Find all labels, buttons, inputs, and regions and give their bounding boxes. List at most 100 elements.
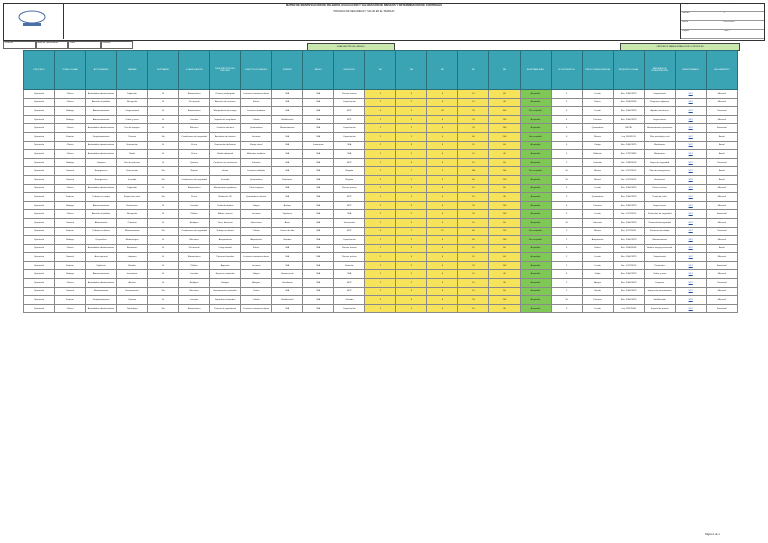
table-cell[interactable]: Operación bbox=[22, 303, 56, 314]
table-cell[interactable]: Mediciones bbox=[643, 140, 676, 151]
table-cell[interactable]: 3 bbox=[395, 140, 428, 151]
table-cell[interactable]: Locativo bbox=[178, 295, 211, 305]
table-cell[interactable]: 2 bbox=[364, 217, 397, 228]
table-cell[interactable]: Capacitación bbox=[643, 89, 676, 99]
table-cell[interactable]: Recepción bbox=[116, 209, 149, 219]
table-cell[interactable]: Molestia bbox=[581, 149, 614, 159]
table-cell[interactable]: Programa vigilancia bbox=[643, 97, 676, 108]
table-cell[interactable]: Sí bbox=[147, 235, 180, 245]
table-cell[interactable]: 4 bbox=[426, 278, 459, 288]
table-cell[interactable]: N/A bbox=[271, 149, 304, 159]
table-cell[interactable]: Exposición solar bbox=[116, 192, 149, 202]
table-cell[interactable]: Operación bbox=[22, 243, 56, 254]
table-cell[interactable]: N/A bbox=[271, 131, 304, 142]
table-cell[interactable]: N/A bbox=[271, 140, 304, 151]
table-cell[interactable]: Herramientas bbox=[116, 286, 149, 297]
table-cell[interactable]: Actividades administrativas bbox=[85, 303, 118, 314]
table-cell[interactable]: 10 bbox=[550, 166, 583, 176]
table-cell[interactable]: Atrapamiento bbox=[209, 235, 242, 245]
table-cell[interactable]: Sí bbox=[147, 209, 180, 219]
table-cell[interactable]: Lesión bbox=[581, 209, 614, 219]
table-cell[interactable]: Oficina bbox=[54, 243, 87, 254]
table-cell[interactable]: Uso de equipos bbox=[116, 123, 149, 133]
table-cell[interactable]: Biomecánico bbox=[178, 183, 211, 194]
table-cell[interactable]: SST bbox=[674, 89, 707, 99]
table-cell[interactable]: Operación bbox=[22, 295, 56, 305]
table-cell[interactable]: Fractura bbox=[581, 295, 614, 305]
table-cell[interactable]: 2 bbox=[364, 183, 397, 194]
table-cell[interactable]: Aceptable bbox=[519, 252, 552, 262]
table-cell[interactable]: Aceptable bbox=[519, 157, 552, 168]
table-cell[interactable]: 60 bbox=[457, 235, 490, 245]
table-cell[interactable]: 100 bbox=[457, 166, 490, 176]
table-cell[interactable]: Mantenimiento preventivo bbox=[643, 123, 676, 133]
table-cell[interactable]: N/A bbox=[302, 131, 335, 142]
table-cell[interactable]: Vigilancia bbox=[85, 260, 118, 271]
table-cell[interactable]: 4 bbox=[550, 106, 583, 116]
table-cell[interactable]: 2 bbox=[364, 243, 397, 254]
table-cell[interactable]: 100 bbox=[488, 123, 521, 133]
table-cell[interactable]: Extintores bbox=[271, 174, 304, 185]
table-cell[interactable]: Estrés bbox=[581, 97, 614, 108]
table-cell[interactable]: Señalización bbox=[271, 114, 304, 125]
table-cell[interactable]: Irritación bbox=[240, 157, 273, 168]
table-cell[interactable]: Aceptable bbox=[519, 243, 552, 254]
table-cell[interactable]: 2 bbox=[364, 114, 397, 125]
table-cell[interactable]: Oficina bbox=[54, 183, 87, 194]
table-cell[interactable]: Estanterías bbox=[116, 200, 149, 211]
table-cell[interactable]: 2 bbox=[550, 260, 583, 271]
table-cell[interactable]: SST bbox=[674, 286, 707, 297]
table-cell[interactable]: Virus, bacterias bbox=[209, 217, 242, 228]
table-row[interactable]: Operación Bodega Limpieza Uso de químicos Sí… bbox=[22, 157, 739, 168]
table-cell[interactable]: 60 bbox=[488, 286, 521, 297]
table-cell[interactable]: Lesiones osteomusculares bbox=[240, 252, 273, 262]
table-cell[interactable]: Demarcación bbox=[271, 269, 304, 280]
table-cell[interactable]: Sí bbox=[147, 278, 180, 288]
table-cell[interactable]: 3 bbox=[395, 243, 428, 254]
table-cell[interactable]: Químico bbox=[178, 157, 211, 168]
column-header[interactable]: ACEPTABILIDAD bbox=[519, 50, 552, 90]
table-cell[interactable]: Digitación bbox=[116, 183, 149, 194]
table-cell[interactable]: Uso de químicos bbox=[116, 157, 149, 168]
table-cell[interactable]: Locativo bbox=[178, 269, 211, 280]
table-cell[interactable]: N/A bbox=[333, 209, 366, 219]
table-cell[interactable]: Puesto no ergonómico bbox=[209, 303, 242, 314]
table-cell[interactable]: Batería riesgo psicosocial bbox=[643, 243, 676, 254]
table-cell[interactable]: 2 bbox=[364, 157, 397, 168]
table-cell[interactable]: Res. 2400/1979 bbox=[612, 192, 645, 202]
table-cell[interactable]: Simulacros bbox=[643, 174, 676, 185]
table-cell[interactable]: N/A bbox=[302, 235, 335, 245]
table-cell[interactable]: Biomecánico bbox=[178, 89, 211, 99]
table-cell[interactable]: Actividades administrativas bbox=[85, 140, 118, 151]
table-cell[interactable]: Operación bbox=[22, 252, 56, 262]
table-cell[interactable]: Bodega bbox=[54, 157, 87, 168]
table-cell[interactable]: Bodega bbox=[54, 106, 87, 116]
table-cell[interactable]: N/A bbox=[271, 286, 304, 297]
table-cell[interactable]: Mantenimiento bbox=[116, 226, 149, 237]
column-header[interactable]: MEDIDAS DE INTERVENCIÓN bbox=[643, 50, 676, 90]
table-cell[interactable]: N/A bbox=[271, 260, 304, 271]
table-cell[interactable]: No aceptable bbox=[519, 106, 552, 116]
table-cell[interactable]: Protocolo bioseguridad bbox=[643, 217, 676, 228]
table-cell[interactable]: Actividades administrativas bbox=[85, 278, 118, 288]
table-cell[interactable]: Físico bbox=[178, 149, 211, 159]
table-cell[interactable]: 3 bbox=[395, 252, 428, 262]
table-cell[interactable]: Vacunación bbox=[333, 217, 366, 228]
table-cell[interactable]: 2 bbox=[364, 131, 397, 142]
table-cell[interactable]: 150 bbox=[488, 200, 521, 211]
table-cell[interactable]: SST bbox=[674, 106, 707, 116]
table-cell[interactable]: Operación bbox=[22, 235, 56, 245]
table-cell[interactable]: Exterior bbox=[54, 131, 87, 142]
table-cell[interactable]: Trimestral bbox=[705, 278, 739, 288]
table-cell[interactable]: Protocolos bbox=[643, 260, 676, 271]
table-cell[interactable]: EPP bbox=[333, 278, 366, 288]
table-cell[interactable]: Sí bbox=[147, 106, 180, 116]
table-cell[interactable]: 6 bbox=[426, 252, 459, 262]
table-cell[interactable]: 4 bbox=[426, 303, 459, 314]
table-cell[interactable]: Mecánico bbox=[178, 286, 211, 297]
table-cell[interactable]: 25 bbox=[457, 106, 490, 116]
table-cell[interactable]: Brigada bbox=[333, 166, 366, 176]
table-cell[interactable]: 2 bbox=[364, 200, 397, 211]
table-cell[interactable]: 60 bbox=[457, 226, 490, 237]
table-cell[interactable]: Aceptable bbox=[519, 200, 552, 211]
